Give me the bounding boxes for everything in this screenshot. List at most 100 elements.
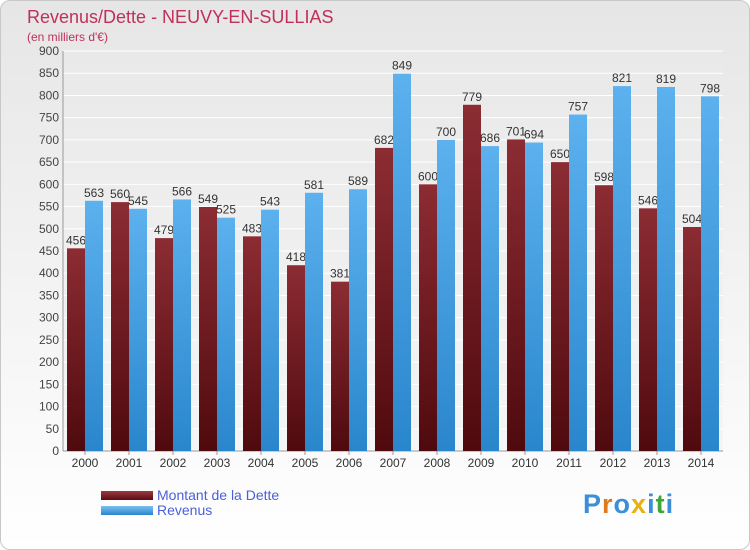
- data-label-dette: 600: [418, 169, 438, 183]
- y-tick-label: 850: [39, 66, 59, 80]
- logo-letter: r: [602, 489, 614, 519]
- y-tick-label: 450: [39, 244, 59, 258]
- bar-revenus: [217, 217, 235, 451]
- data-label-revenus: 525: [216, 203, 236, 217]
- legend-label-revenus: Revenus: [157, 502, 213, 518]
- y-tick-label: 650: [39, 155, 59, 169]
- bar-dette: [67, 248, 85, 451]
- x-tick-label: 2010: [512, 456, 539, 470]
- y-tick-label: 100: [39, 400, 59, 414]
- bar-dette: [463, 104, 481, 452]
- bar-revenus: [261, 209, 279, 451]
- bar-revenus: [173, 199, 191, 451]
- bar-dette: [551, 162, 569, 451]
- x-tick-label: 2004: [248, 456, 275, 470]
- data-label-dette: 418: [286, 250, 306, 264]
- y-tick-label: 350: [39, 288, 59, 302]
- logo-letter: x: [631, 489, 648, 519]
- data-label-revenus: 819: [656, 72, 676, 86]
- y-tick-label: 0: [52, 444, 59, 458]
- data-label-dette: 546: [638, 193, 658, 207]
- data-label-dette: 549: [198, 192, 218, 206]
- y-tick-label: 150: [39, 377, 59, 391]
- x-tick-label: 2007: [380, 456, 407, 470]
- bar-dette: [243, 236, 261, 451]
- logo-letter: i: [647, 489, 656, 519]
- legend-swatch-dette: [101, 490, 153, 500]
- logo-letter: o: [613, 489, 632, 519]
- bar-revenus: [349, 189, 367, 451]
- bar-dette: [639, 208, 657, 451]
- data-label-dette: 504: [682, 212, 702, 226]
- bar-dette: [111, 202, 129, 451]
- y-tick-label: 750: [39, 111, 59, 125]
- bar-revenus: [305, 192, 323, 451]
- y-tick-label: 200: [39, 355, 59, 369]
- data-label-dette: 682: [374, 133, 394, 147]
- bar-dette: [199, 207, 217, 451]
- bar-dette: [375, 147, 393, 451]
- bar-revenus: [85, 200, 103, 451]
- chart-subtitle: (en milliers d'€): [27, 30, 108, 44]
- y-tick-label: 800: [39, 88, 59, 102]
- data-label-revenus: 589: [348, 174, 368, 188]
- data-label-dette: 779: [462, 90, 482, 104]
- y-tick-label: 400: [39, 266, 59, 280]
- bar-dette: [595, 185, 613, 451]
- logo-letter: i: [665, 489, 675, 519]
- x-tick-label: 2011: [556, 456, 582, 470]
- bar-dette: [507, 139, 525, 451]
- legend-swatch-revenus: [101, 505, 153, 515]
- bar-dette: [331, 281, 349, 451]
- y-tick-label: 600: [39, 177, 59, 191]
- legend-item-dette: Montant de la Dette: [101, 487, 280, 503]
- bar-revenus: [481, 146, 499, 451]
- data-label-dette: 650: [550, 147, 570, 161]
- bar-dette: [419, 184, 437, 452]
- bar-revenus: [393, 73, 411, 452]
- x-tick-label: 2002: [160, 456, 187, 470]
- y-tick-label: 300: [39, 311, 59, 325]
- x-tick-label: 2006: [336, 456, 363, 470]
- bar-revenus: [129, 208, 147, 451]
- data-label-revenus: 694: [524, 128, 544, 142]
- data-label-dette: 560: [110, 187, 130, 201]
- x-tick-label: 2005: [292, 456, 319, 470]
- data-label-revenus: 798: [700, 81, 720, 95]
- y-tick-label: 250: [39, 333, 59, 347]
- bar-revenus: [525, 142, 543, 452]
- bar-revenus: [569, 114, 587, 452]
- data-label-dette: 598: [594, 170, 614, 184]
- data-label-revenus: 543: [260, 195, 280, 209]
- data-label-dette: 479: [154, 223, 174, 237]
- x-tick-label: 2014: [688, 456, 715, 470]
- data-label-revenus: 563: [84, 186, 104, 200]
- y-tick-label: 700: [39, 133, 59, 147]
- bar-revenus: [437, 139, 455, 451]
- x-tick-label: 2008: [424, 456, 451, 470]
- logo-letter: P: [583, 489, 603, 519]
- data-label-revenus: 566: [172, 184, 192, 198]
- x-tick-label: 2001: [116, 456, 143, 470]
- bar-revenus: [613, 86, 631, 451]
- chart-title: Revenus/Dette - NEUVY-EN-SULLIAS: [27, 7, 334, 27]
- bar-revenus: [701, 96, 719, 451]
- data-label-dette: 456: [66, 233, 86, 247]
- data-label-dette: 381: [330, 267, 350, 281]
- y-tick-label: 900: [39, 44, 59, 58]
- data-label-revenus: 700: [436, 125, 456, 139]
- data-label-revenus: 545: [128, 194, 148, 208]
- y-tick-label: 50: [46, 422, 60, 436]
- bar-revenus: [657, 87, 675, 451]
- data-label-revenus: 821: [612, 71, 632, 85]
- bar-dette: [155, 238, 173, 451]
- x-tick-label: 2013: [644, 456, 671, 470]
- data-label-revenus: 849: [392, 59, 412, 73]
- x-tick-label: 2003: [204, 456, 231, 470]
- data-label-dette: 483: [242, 221, 262, 235]
- data-label-revenus: 581: [304, 178, 324, 192]
- x-tick-label: 2009: [468, 456, 495, 470]
- legend-label-dette: Montant de la Dette: [157, 487, 280, 503]
